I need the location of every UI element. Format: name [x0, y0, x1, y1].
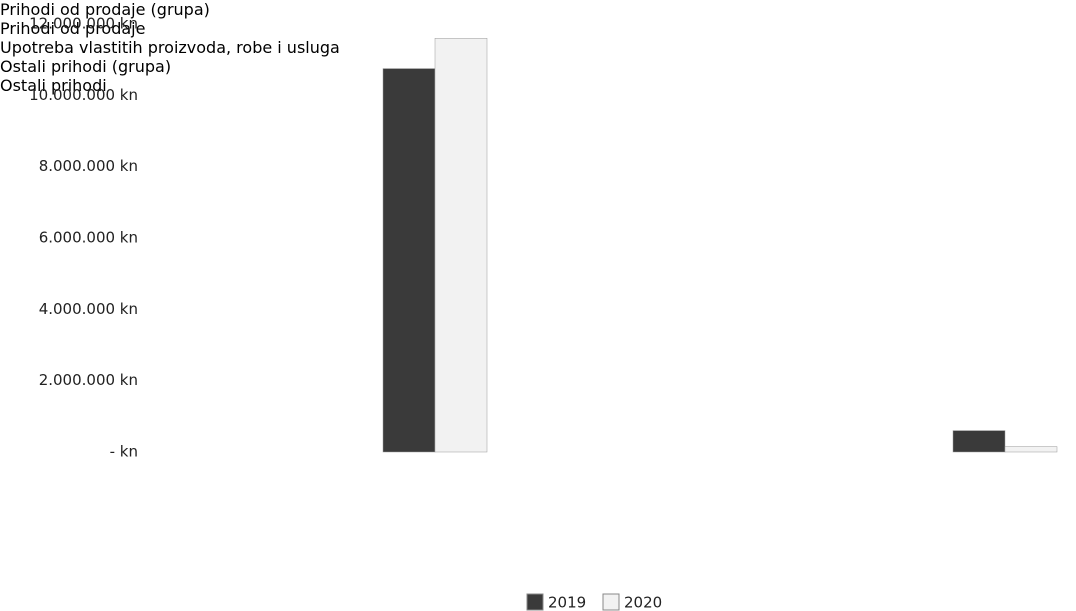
- x-tick-label: Prihodi od prodaje (grupa): [0, 0, 210, 19]
- legend-swatch: [526, 593, 544, 611]
- x-tick-label: Ostali prihodi (grupa): [0, 57, 172, 76]
- legend-label: 2019: [548, 594, 586, 611]
- y-tick-label: 6.000.000 kn: [39, 229, 138, 247]
- legend-label: 2020: [624, 594, 662, 611]
- x-tick-label: Prihodi od prodaje: [0, 19, 146, 38]
- bar: [1004, 446, 1058, 453]
- x-tick-label: Upotreba vlastitih proizvoda, robe i usl…: [0, 38, 340, 57]
- y-tick-label: 8.000.000 kn: [39, 157, 138, 175]
- y-tick-label: 2.000.000 kn: [39, 371, 138, 389]
- y-tick-label: - kn: [110, 443, 138, 461]
- y-tick-label: 4.000.000 kn: [39, 300, 138, 318]
- bar: [434, 38, 488, 453]
- legend-swatch: [602, 593, 620, 611]
- x-tick-label: Ostali prihodi: [0, 76, 107, 95]
- bar: [952, 430, 1006, 453]
- bar: [382, 68, 436, 453]
- y-tick-label: 10.000.000 kn: [29, 86, 138, 104]
- y-tick-label: 12.000.000 kn: [29, 15, 138, 33]
